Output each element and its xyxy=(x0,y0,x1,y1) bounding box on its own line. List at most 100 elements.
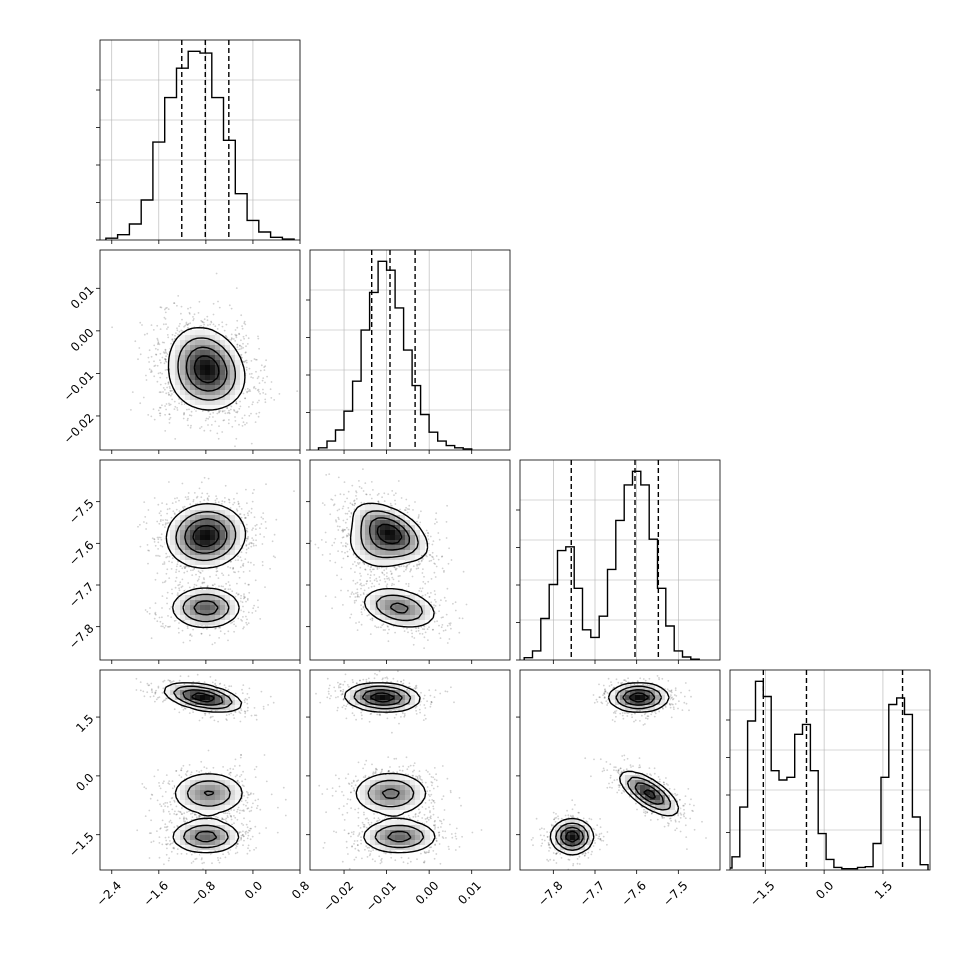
scatter-point xyxy=(221,410,224,413)
scatter-point xyxy=(175,576,178,579)
scatter-point xyxy=(353,499,356,502)
density-cell xyxy=(220,560,226,566)
scatter-point xyxy=(241,547,244,549)
density-cell xyxy=(205,340,211,346)
density-cell xyxy=(205,400,211,406)
density-cell xyxy=(240,530,246,536)
scatter-point xyxy=(177,333,179,336)
density-cell xyxy=(220,535,226,541)
scatter-point xyxy=(235,508,238,511)
scatter-point xyxy=(207,424,209,426)
scatter-point xyxy=(209,323,212,326)
scatter-point xyxy=(171,333,174,336)
density-cell xyxy=(170,540,176,546)
scatter-point xyxy=(204,419,207,422)
density-cell xyxy=(235,390,241,396)
scatter-point xyxy=(139,523,141,526)
scatter-point xyxy=(170,606,173,608)
density-cell xyxy=(215,525,221,531)
scatter-point xyxy=(209,413,212,415)
scatter-point xyxy=(242,565,245,567)
histogram-bar xyxy=(574,588,582,660)
scatter-point xyxy=(164,625,167,627)
scatter-point xyxy=(246,538,249,540)
scatter-point xyxy=(278,393,281,395)
scatter-point xyxy=(157,554,159,557)
scatter-point xyxy=(239,513,242,515)
scatter-point xyxy=(192,569,194,571)
scatter-point xyxy=(377,626,380,629)
scatter-point xyxy=(209,429,212,432)
scatter-point xyxy=(362,561,364,564)
scatter-point xyxy=(184,496,187,498)
density-cell xyxy=(205,525,211,531)
scatter-point xyxy=(354,582,357,585)
density-cell xyxy=(210,615,216,621)
histogram-step xyxy=(523,470,700,660)
scatter-point xyxy=(160,533,163,536)
density-cell xyxy=(170,525,176,531)
scatter-point xyxy=(258,399,260,402)
histogram-bar xyxy=(259,232,271,240)
density-cell xyxy=(170,360,176,366)
scatter-point xyxy=(407,631,409,634)
scatter-point xyxy=(343,528,346,531)
scatter-point xyxy=(394,499,396,502)
scatter-point xyxy=(203,318,206,321)
density-cell xyxy=(205,520,211,526)
scatter-point xyxy=(156,364,159,367)
scatter-point xyxy=(321,502,324,504)
scatter-point xyxy=(254,358,257,361)
scatter-point xyxy=(445,521,448,523)
scatter-point xyxy=(181,318,183,321)
histogram-bar xyxy=(336,430,345,450)
scatter-point xyxy=(394,503,397,505)
scatter-point xyxy=(167,381,170,384)
scatter-point xyxy=(259,527,261,529)
scatter-point xyxy=(180,401,183,403)
density-cell xyxy=(225,520,231,526)
scatter-point xyxy=(169,390,172,393)
histogram-step xyxy=(730,680,929,870)
scatter-point xyxy=(168,422,171,424)
scatter-point xyxy=(241,327,244,330)
density-cell xyxy=(215,505,221,511)
scatter-point xyxy=(166,591,169,594)
scatter-point xyxy=(358,621,360,623)
scatter-point xyxy=(420,560,423,563)
scatter-point xyxy=(198,575,201,578)
scatter-point xyxy=(184,565,187,568)
scatter-point xyxy=(166,328,168,330)
density-cell xyxy=(220,605,226,611)
density-cell xyxy=(235,545,241,551)
scatter-point xyxy=(206,628,208,630)
scatter-point xyxy=(165,503,168,506)
scatter-point xyxy=(228,412,231,415)
density-cell xyxy=(210,610,216,616)
density-cell xyxy=(185,350,191,356)
scatter-point xyxy=(218,425,220,427)
scatter-point xyxy=(138,347,141,349)
scatter-point xyxy=(423,575,425,578)
density-cell xyxy=(205,505,211,511)
density-cell xyxy=(175,530,181,536)
density-cell xyxy=(220,520,226,526)
scatter-point xyxy=(360,575,362,577)
diag-panel-0 xyxy=(96,39,301,244)
scatter-point xyxy=(394,492,397,495)
scatter-point xyxy=(237,593,240,595)
density-cell xyxy=(210,365,216,371)
histogram-bar xyxy=(438,441,447,450)
scatter-point xyxy=(164,405,167,407)
scatter-point xyxy=(218,306,221,309)
scatter-point xyxy=(237,559,240,561)
scatter-point xyxy=(238,513,241,516)
scatter-point xyxy=(157,339,159,341)
scatter-point xyxy=(156,620,159,623)
scatter-point xyxy=(233,410,236,412)
histogram-bar xyxy=(404,350,413,450)
density-cell xyxy=(185,345,191,351)
scatter-point xyxy=(139,402,142,405)
scatter-point xyxy=(222,574,225,576)
scatter-point xyxy=(169,389,172,392)
